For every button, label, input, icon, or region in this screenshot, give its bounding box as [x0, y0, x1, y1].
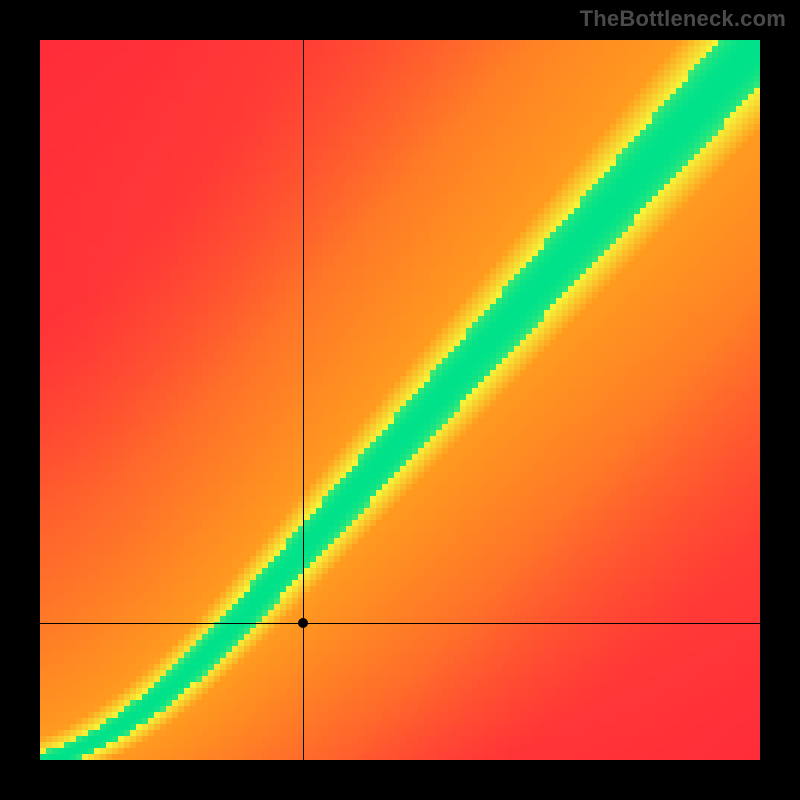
crosshair-horizontal — [40, 623, 760, 624]
crosshair-marker — [298, 618, 308, 628]
heatmap-canvas — [40, 40, 760, 760]
watermark-text: TheBottleneck.com — [580, 6, 786, 32]
plot-area — [40, 40, 760, 760]
chart-container: TheBottleneck.com — [0, 0, 800, 800]
crosshair-vertical — [303, 40, 304, 760]
